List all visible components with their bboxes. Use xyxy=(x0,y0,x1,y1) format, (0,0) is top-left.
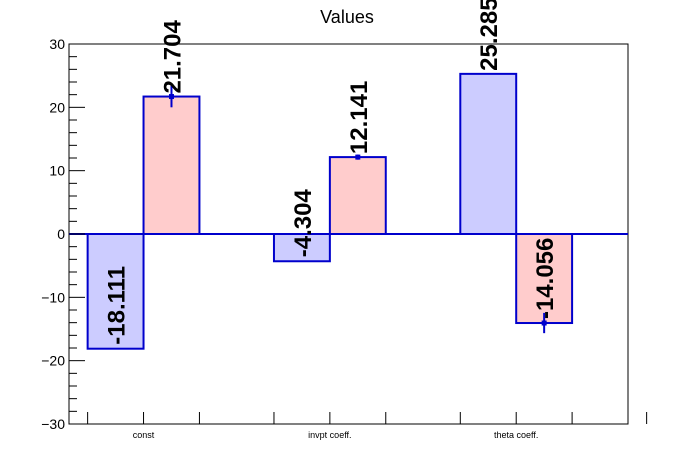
axes-layer: −30 −20 −10 0 10 20 30 const invpt coeff. theta c… xyxy=(41,36,648,440)
y-tick-label: −10 xyxy=(41,289,65,305)
y-tick-label: 10 xyxy=(49,163,65,179)
error-marker-series2-1 xyxy=(168,94,174,100)
data-label: -18.111 xyxy=(104,266,131,345)
x-category-label: invpt coeff. xyxy=(308,430,351,440)
data-label: 25.285 xyxy=(476,0,503,71)
chart-title: Values xyxy=(320,7,374,27)
error-marker-series2-3 xyxy=(541,320,547,326)
labels-layer: -18.111 -4.304 25.285 21.704 12.141 -14.056 xyxy=(104,0,560,345)
error-marker-series2-2 xyxy=(355,154,361,160)
bar-series1-2 xyxy=(272,233,331,263)
bar-series2-1 xyxy=(142,95,201,235)
data-label: -14.056 xyxy=(532,238,559,319)
data-label: -4.304 xyxy=(290,189,317,258)
bar-series1-3 xyxy=(459,72,518,235)
y-tick-label: −20 xyxy=(41,353,65,369)
data-label: 21.704 xyxy=(159,19,186,93)
x-category-label: theta coeff. xyxy=(494,430,538,440)
bar-series2-3 xyxy=(515,233,574,325)
data-label: 12.141 xyxy=(346,81,373,154)
bar-series1-1 xyxy=(86,233,145,350)
bar-series2-2 xyxy=(328,156,387,235)
x-category-label: const xyxy=(133,430,155,440)
bars-layer xyxy=(86,72,574,350)
y-tick-label: 20 xyxy=(49,99,65,115)
y-tick-label: 30 xyxy=(49,36,65,52)
y-tick-label: −30 xyxy=(41,416,65,432)
y-tick-label: 0 xyxy=(57,226,65,242)
